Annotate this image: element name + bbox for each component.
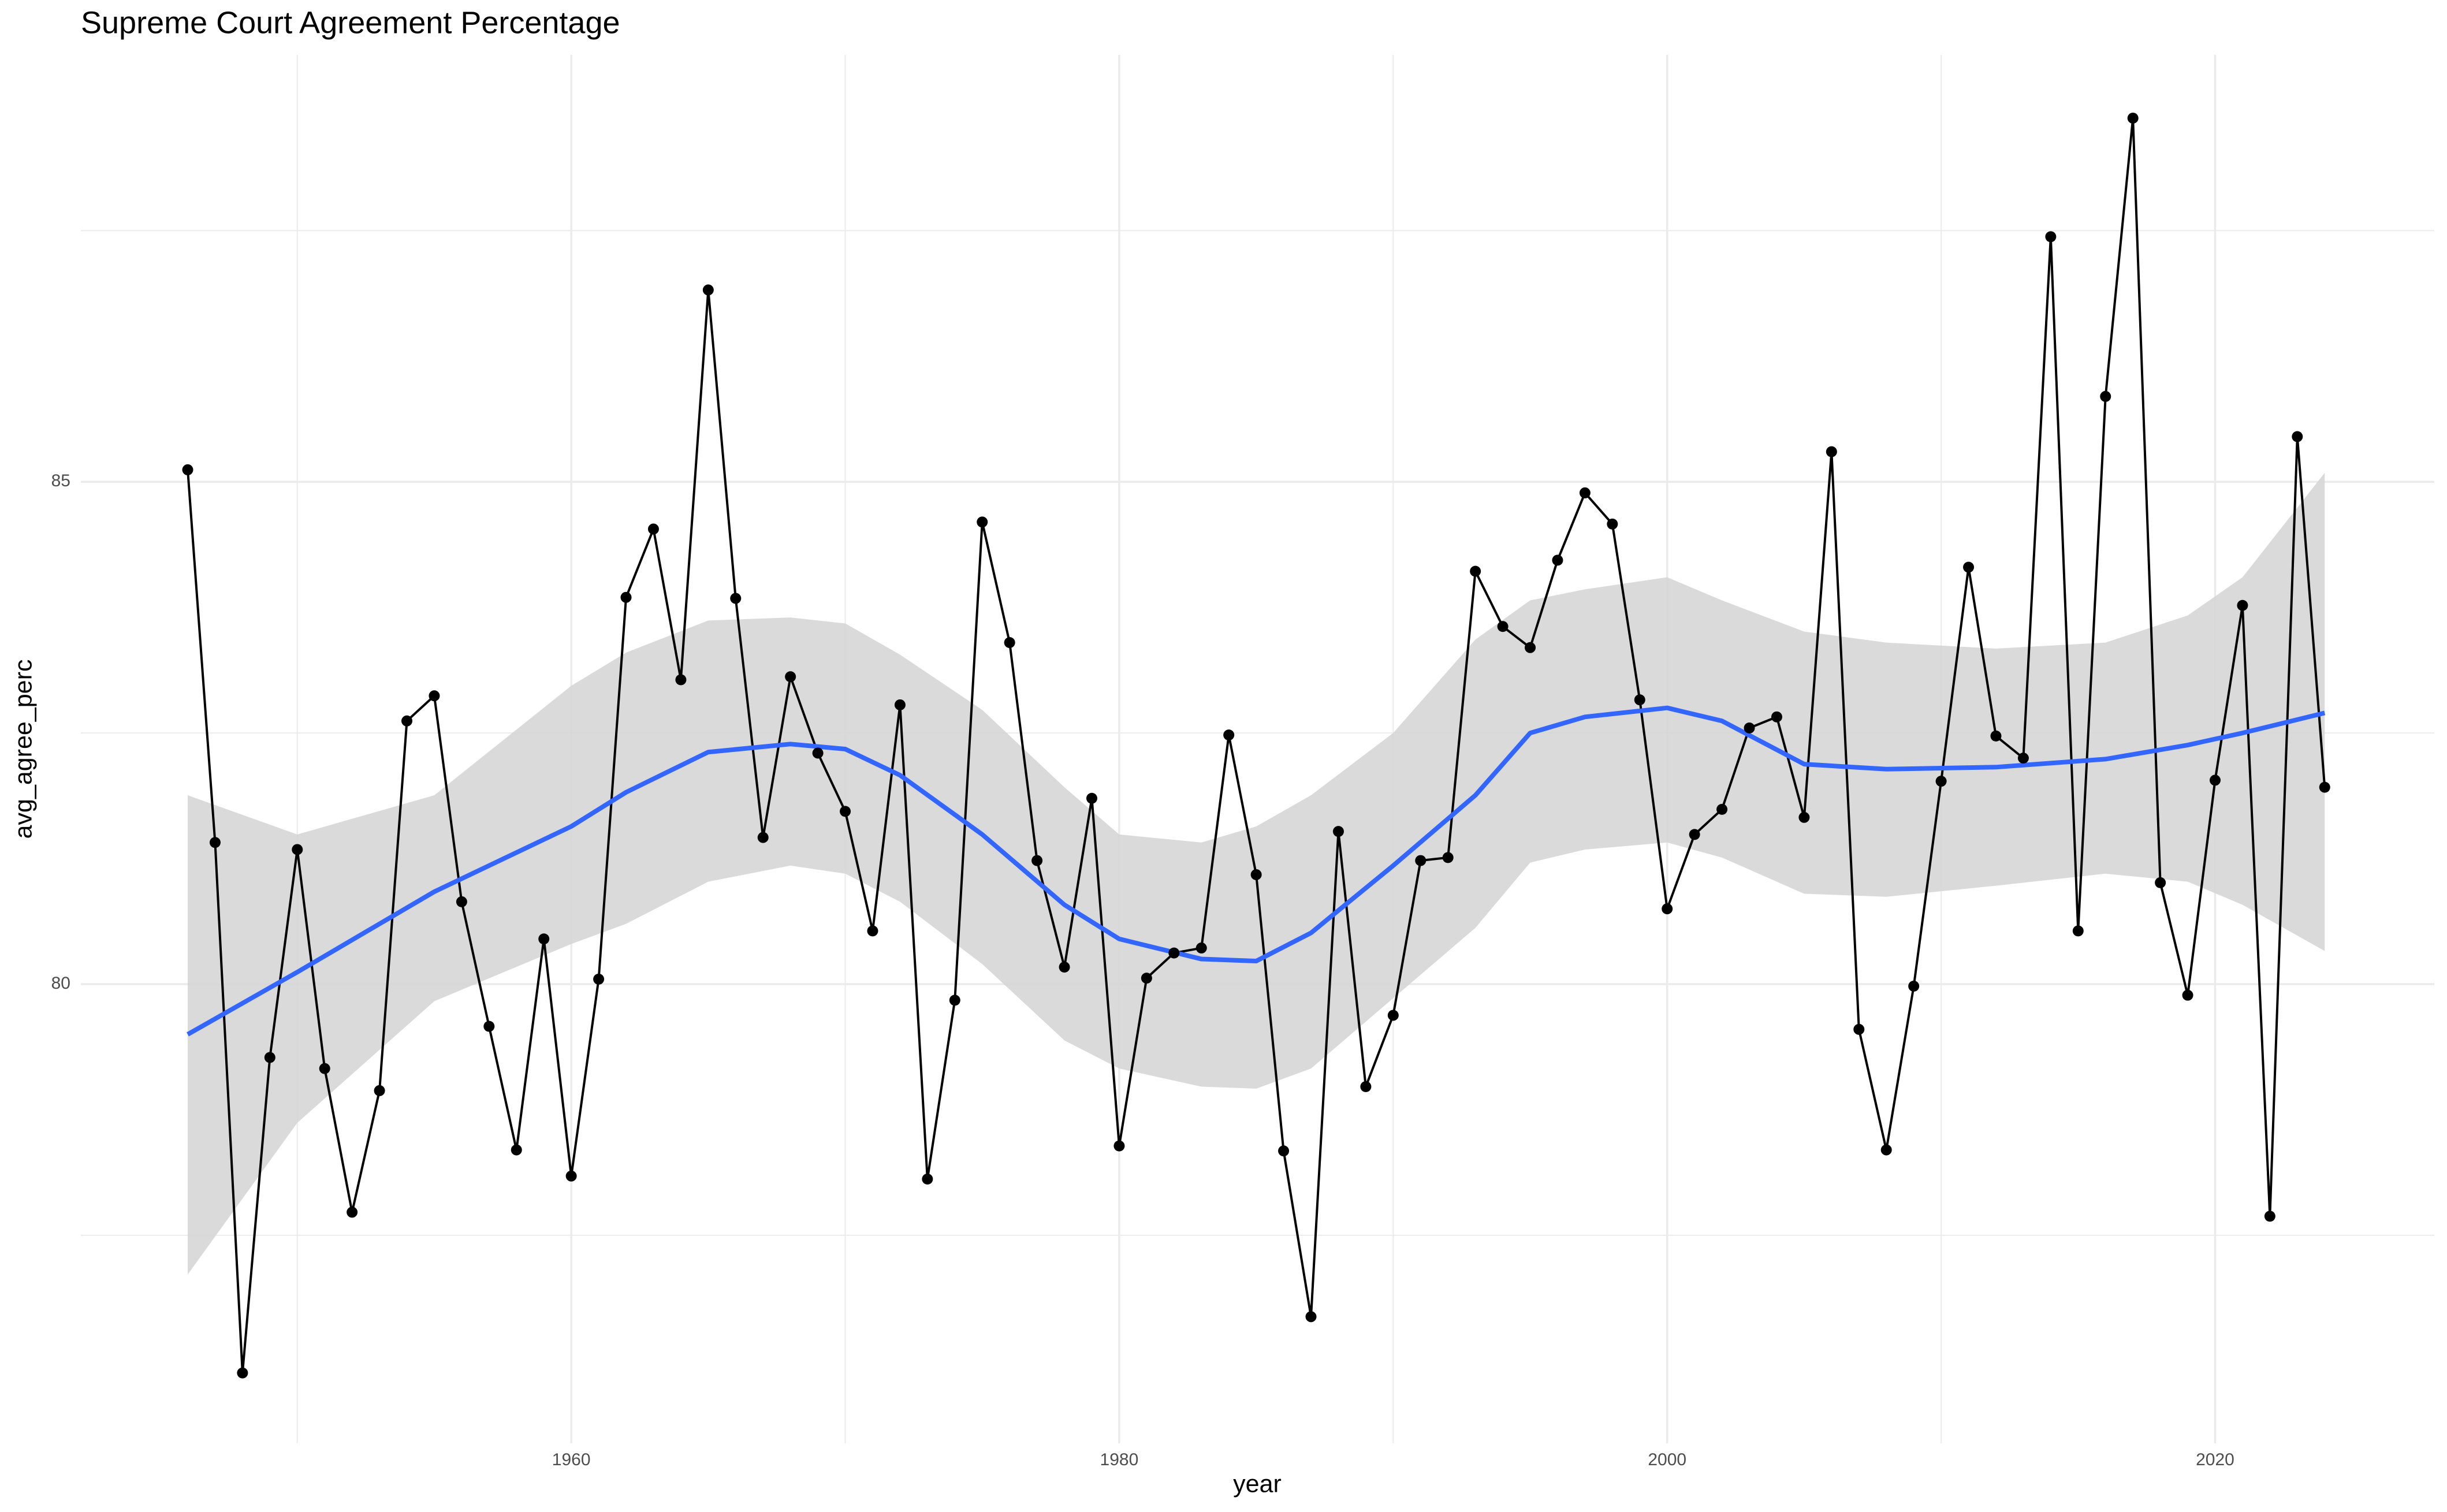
data-point bbox=[1141, 973, 1152, 984]
data-point bbox=[1278, 1145, 1290, 1157]
data-point bbox=[1634, 694, 1645, 706]
data-point bbox=[2292, 431, 2303, 442]
data-point bbox=[1223, 729, 1235, 741]
data-point bbox=[483, 1021, 495, 1032]
data-point bbox=[347, 1206, 358, 1218]
y-tick-label: 80 bbox=[51, 974, 70, 993]
data-point bbox=[2264, 1211, 2275, 1222]
data-point bbox=[867, 925, 878, 937]
data-point bbox=[1168, 947, 1180, 959]
data-point bbox=[1086, 792, 1097, 804]
data-point bbox=[1442, 852, 1454, 863]
data-point bbox=[2319, 781, 2330, 793]
data-point bbox=[1387, 1010, 1399, 1021]
data-point bbox=[565, 1170, 577, 1182]
x-tick-label: 1980 bbox=[1100, 1450, 1139, 1469]
x-tick-label: 2000 bbox=[1648, 1450, 1686, 1469]
smooth-line bbox=[187, 705, 2326, 1037]
data-point bbox=[292, 844, 303, 855]
data-point bbox=[456, 896, 467, 907]
data-point bbox=[511, 1144, 522, 1156]
data-point bbox=[785, 671, 796, 683]
data-point bbox=[1525, 642, 1536, 653]
chart-title: Supreme Court Agreement Percentage bbox=[81, 5, 620, 40]
data-point bbox=[1305, 1311, 1317, 1323]
data-point bbox=[840, 806, 851, 817]
data-point bbox=[1360, 1081, 1372, 1092]
data-point bbox=[812, 747, 824, 759]
data-point bbox=[1716, 803, 1728, 815]
data-point bbox=[429, 690, 440, 702]
data-point bbox=[1744, 722, 1755, 733]
x-tick-label: 1960 bbox=[552, 1450, 591, 1469]
x-axis-title: year bbox=[1233, 1470, 1282, 1498]
data-point bbox=[647, 523, 659, 535]
data-point bbox=[757, 832, 769, 843]
data-point bbox=[593, 973, 605, 985]
data-point bbox=[2045, 231, 2057, 243]
data-point bbox=[1004, 637, 1015, 649]
data-point bbox=[2017, 753, 2029, 764]
data-point bbox=[1798, 811, 1810, 823]
data-point bbox=[1908, 981, 1920, 992]
data-point bbox=[2072, 925, 2084, 937]
data-point bbox=[374, 1085, 385, 1096]
data-point bbox=[675, 674, 687, 686]
data-point bbox=[2209, 774, 2221, 786]
data-point bbox=[1497, 621, 1509, 632]
data-point bbox=[1963, 561, 1975, 573]
data-point bbox=[1415, 855, 1427, 866]
data-point bbox=[1990, 730, 2002, 742]
data-point bbox=[538, 933, 550, 945]
data-point bbox=[1250, 869, 1262, 880]
data-point bbox=[2182, 989, 2193, 1001]
data-point bbox=[401, 715, 413, 727]
data-point bbox=[1935, 776, 1947, 787]
x-tick-label: 2020 bbox=[2196, 1450, 2234, 1469]
data-point bbox=[1662, 903, 1673, 915]
data-point bbox=[1579, 487, 1591, 498]
data-point bbox=[1853, 1023, 1865, 1035]
data-point bbox=[620, 591, 632, 603]
data-point bbox=[730, 593, 742, 604]
data-point bbox=[1607, 518, 1618, 530]
data-point bbox=[264, 1052, 275, 1063]
data-point bbox=[237, 1367, 248, 1379]
data-point bbox=[894, 699, 906, 710]
data-point bbox=[977, 516, 988, 528]
data-point bbox=[1689, 829, 1700, 840]
y-axis-title: avg_agree_perc bbox=[9, 660, 37, 839]
data-point bbox=[1771, 711, 1782, 723]
data-point bbox=[1195, 942, 1207, 954]
data-point bbox=[1113, 1140, 1125, 1152]
data-point bbox=[209, 837, 221, 848]
data-point bbox=[2155, 877, 2166, 888]
data-point bbox=[702, 284, 714, 296]
data-point bbox=[1059, 961, 1070, 973]
y-tick-label: 85 bbox=[51, 471, 70, 490]
data-point bbox=[319, 1063, 330, 1074]
data-point bbox=[1470, 565, 1481, 577]
data-point bbox=[2127, 113, 2139, 124]
data-point bbox=[2100, 390, 2111, 402]
data-point bbox=[949, 995, 960, 1006]
data-point bbox=[182, 464, 193, 475]
data-point bbox=[1332, 826, 1344, 837]
data-point bbox=[2237, 599, 2248, 611]
data-point bbox=[1826, 446, 1837, 457]
data-point bbox=[1880, 1144, 1892, 1156]
data-point bbox=[1031, 855, 1043, 866]
data-point bbox=[1552, 554, 1563, 566]
data-point bbox=[922, 1174, 933, 1185]
